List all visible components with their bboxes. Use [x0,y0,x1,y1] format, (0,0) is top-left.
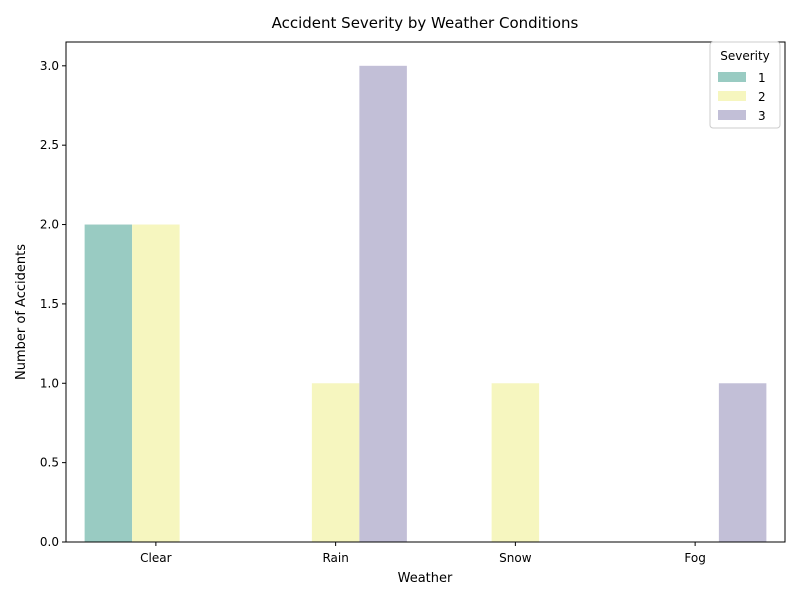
y-tick-label: 1.0 [40,376,59,390]
x-tick-label: Snow [499,551,532,565]
plot-frame [65,41,786,543]
legend-label: 3 [758,109,766,123]
y-tick-label: 0.5 [40,456,59,470]
y-axis-label: Number of Accidents [14,244,29,380]
legend-label: 2 [758,90,766,104]
bar-severity-2-rain [311,383,360,542]
y-tick-label: 0.0 [40,535,59,549]
legend-swatch [718,110,746,120]
x-axis-label: Weather [398,571,453,586]
bar-severity-2-clear [132,224,180,543]
x-tick-label: Rain [322,551,348,565]
x-tick-label: Fog [684,551,705,565]
y-tick-label: 1.5 [40,297,59,311]
plot-area [65,41,786,543]
bar-severity-3-fog [718,383,767,542]
legend-swatch [718,91,746,101]
bar-severity-1-clear [84,224,133,543]
y-tick-label: 3.0 [40,59,59,73]
y-tick-label: 2.0 [40,218,59,232]
y-tick-label: 2.5 [40,138,59,152]
y-axis: 0.0 0.5 1.0 1.5 2.0 2.5 3.0 [40,59,66,549]
chart-title: Accident Severity by Weather Conditions [272,14,579,32]
bar-severity-3-rain [359,65,407,543]
legend-label: 1 [758,71,766,85]
legend: Severity 1 2 3 [709,41,781,129]
x-tick-label: Clear [140,551,171,565]
legend-box [709,41,781,129]
legend-swatch [718,72,746,82]
x-axis: Clear Rain Snow Fog [140,542,706,565]
legend-title: Severity [720,49,770,63]
bar-severity-2-snow [491,383,540,542]
